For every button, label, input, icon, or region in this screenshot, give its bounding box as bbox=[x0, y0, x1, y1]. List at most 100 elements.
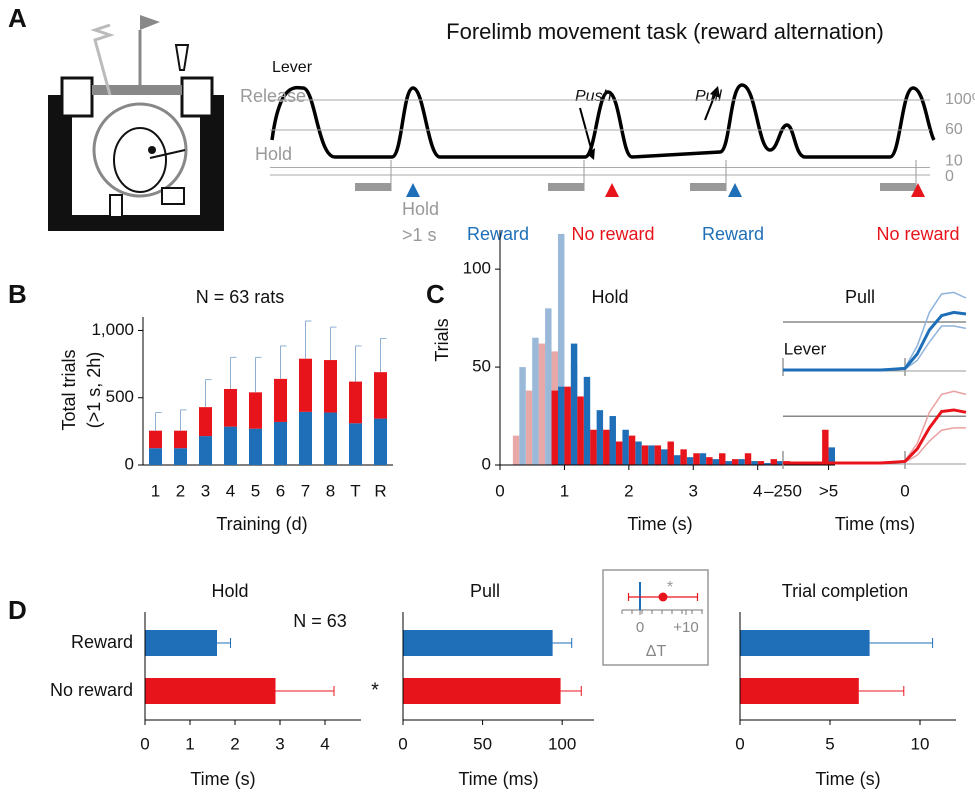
histogram-bar bbox=[719, 453, 726, 465]
bar-segment bbox=[324, 412, 337, 465]
histogram-bar bbox=[648, 445, 655, 465]
chart-title: Hold bbox=[591, 287, 628, 307]
histogram-bar bbox=[828, 447, 835, 465]
histogram-bar bbox=[609, 416, 616, 465]
x-tick-label: 4 bbox=[753, 481, 762, 500]
histogram-bar bbox=[777, 461, 784, 465]
chart-title: Pull bbox=[845, 287, 875, 307]
x-axis-label: Time (s) bbox=[627, 514, 692, 534]
x-tick-label: >5 bbox=[819, 481, 838, 500]
histogram-bar bbox=[635, 441, 642, 465]
x-axis-label: Time (ms) bbox=[835, 514, 915, 534]
pull-label: Pull bbox=[695, 88, 722, 105]
hold-period bbox=[548, 183, 584, 191]
histogram-bar bbox=[680, 449, 687, 465]
histogram-bar bbox=[641, 445, 649, 465]
bar bbox=[403, 630, 553, 656]
histogram-bar bbox=[661, 449, 668, 465]
hold-period bbox=[880, 183, 916, 191]
histogram-bar bbox=[673, 455, 681, 465]
panel-label: A bbox=[8, 3, 27, 33]
x-tick-label: 7 bbox=[301, 481, 310, 500]
inset-frame bbox=[602, 569, 709, 666]
chart-title: Hold bbox=[211, 581, 248, 601]
x-tick-label: 1 bbox=[560, 481, 569, 500]
outcome-label: No reward bbox=[571, 224, 654, 244]
category-label: No reward bbox=[50, 680, 133, 700]
chart-title: Trial completion bbox=[782, 581, 908, 601]
bar-segment bbox=[374, 372, 387, 419]
histogram-bar bbox=[583, 376, 591, 465]
bar bbox=[145, 678, 276, 704]
chart-title: Pull bbox=[470, 581, 500, 601]
annotation: Lever bbox=[784, 339, 827, 358]
histogram-bar bbox=[770, 459, 778, 465]
histogram-bar bbox=[725, 461, 732, 465]
y-tick-label: 0 bbox=[125, 454, 134, 473]
histogram-bar bbox=[654, 445, 662, 465]
histogram-bar bbox=[757, 461, 765, 465]
x-tick-label: 0 bbox=[636, 619, 644, 636]
bar bbox=[740, 630, 870, 656]
x-tick-label: –250 bbox=[764, 481, 802, 500]
histogram-bar bbox=[764, 463, 771, 465]
histogram-bar bbox=[512, 435, 520, 465]
dot bbox=[658, 592, 668, 602]
panel-label: D bbox=[8, 595, 27, 625]
bar-segment bbox=[174, 430, 187, 449]
bar-segment bbox=[149, 448, 162, 465]
x-axis-label: Training (d) bbox=[216, 514, 307, 534]
apparatus-cartoon bbox=[48, 15, 224, 231]
y-axis-label: Total trials bbox=[59, 349, 79, 430]
lever-tick-label: 100% bbox=[945, 91, 975, 108]
x-axis-label: ΔT bbox=[646, 643, 667, 660]
y-tick-label: 1,000 bbox=[91, 320, 134, 339]
x-tick-label: 0 bbox=[735, 734, 744, 753]
x-axis-label: Time (s) bbox=[190, 769, 255, 789]
histogram-bar bbox=[699, 453, 707, 465]
histogram-bar bbox=[551, 390, 558, 465]
x-tick-label: T bbox=[350, 481, 360, 500]
annotation: N = 63 rats bbox=[196, 287, 285, 307]
x-tick-label: 2 bbox=[624, 481, 633, 500]
histogram-bar bbox=[731, 459, 739, 465]
histogram-bar bbox=[622, 429, 629, 465]
histogram-bar bbox=[751, 461, 758, 465]
diagram-title: Forelimb movement task (reward alternati… bbox=[446, 19, 884, 44]
bar-segment bbox=[299, 411, 312, 465]
histogram-bar bbox=[557, 386, 565, 465]
outcome-label: Reward bbox=[702, 224, 764, 244]
outcome-label: No reward bbox=[876, 224, 959, 244]
bar-segment bbox=[174, 448, 187, 465]
bar-segment bbox=[249, 428, 262, 465]
x-tick-label: 3 bbox=[275, 734, 284, 753]
hold-criterion: >1 s bbox=[402, 225, 437, 245]
histogram-bar bbox=[590, 429, 597, 465]
bar-segment bbox=[324, 360, 337, 413]
x-tick-label: 5 bbox=[251, 481, 260, 500]
bar-segment bbox=[224, 388, 237, 427]
histogram-bar bbox=[744, 453, 752, 465]
outcome-marker bbox=[911, 183, 925, 197]
bar bbox=[145, 630, 217, 656]
histogram-bar bbox=[738, 459, 745, 465]
histogram-bar bbox=[615, 441, 623, 465]
histogram-bar bbox=[667, 441, 674, 465]
significance-marker: * bbox=[667, 579, 673, 596]
category-label: Reward bbox=[71, 632, 133, 652]
bar-segment bbox=[249, 392, 262, 429]
state-label: Release bbox=[240, 86, 306, 106]
bar-segment bbox=[374, 418, 387, 465]
histogram-bar bbox=[538, 343, 546, 465]
x-tick-label: 100 bbox=[548, 734, 576, 753]
x-axis-label: Time (s) bbox=[815, 769, 880, 789]
y-tick-label: 500 bbox=[106, 387, 134, 406]
outcome-marker bbox=[406, 183, 420, 197]
lever-label: Lever bbox=[272, 59, 313, 76]
bar-segment bbox=[299, 358, 312, 412]
x-tick-label: 50 bbox=[473, 734, 492, 753]
histogram-bar bbox=[525, 390, 533, 465]
bar-segment bbox=[199, 407, 212, 437]
x-tick-label: 1 bbox=[151, 481, 160, 500]
